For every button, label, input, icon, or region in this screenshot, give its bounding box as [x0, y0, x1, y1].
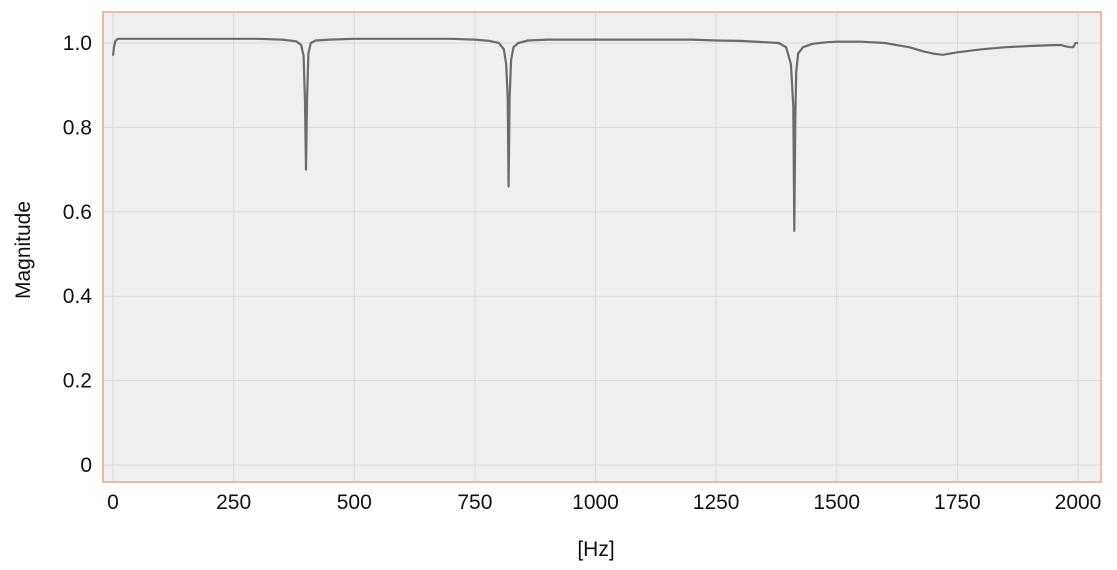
x-axis-label: [Hz] — [577, 538, 614, 561]
y-tick-label: 0.8 — [63, 116, 92, 139]
plot-background — [103, 12, 1101, 482]
y-tick-labels: 0 0.2 0.4 0.6 0.8 1.0 — [63, 32, 93, 477]
grid-lines — [103, 12, 1101, 482]
y-tick-label: 0.6 — [63, 201, 92, 224]
x-tick-label: 1500 — [813, 491, 860, 514]
y-axis-label: Magnitude — [12, 201, 35, 299]
x-tick-label: 2000 — [1055, 491, 1102, 514]
x-tick-label: 500 — [337, 491, 372, 514]
x-tick-label: 1000 — [572, 491, 619, 514]
x-tick-label: 250 — [216, 491, 251, 514]
x-tick-label: 0 — [107, 491, 119, 514]
y-tick-label: 0.4 — [63, 285, 93, 308]
x-tick-label: 1250 — [693, 491, 740, 514]
y-tick-label: 0 — [80, 454, 92, 477]
y-tick-label: 1.0 — [63, 32, 92, 55]
x-tick-label: 750 — [457, 491, 492, 514]
x-tick-labels: 0 250 500 750 1000 1250 1500 1750 2000 — [107, 491, 1101, 514]
series-line — [111, 37, 1078, 232]
x-tick-label: 1750 — [934, 491, 981, 514]
plot-border — [102, 11, 1102, 483]
y-tick-label: 0.2 — [63, 370, 92, 393]
